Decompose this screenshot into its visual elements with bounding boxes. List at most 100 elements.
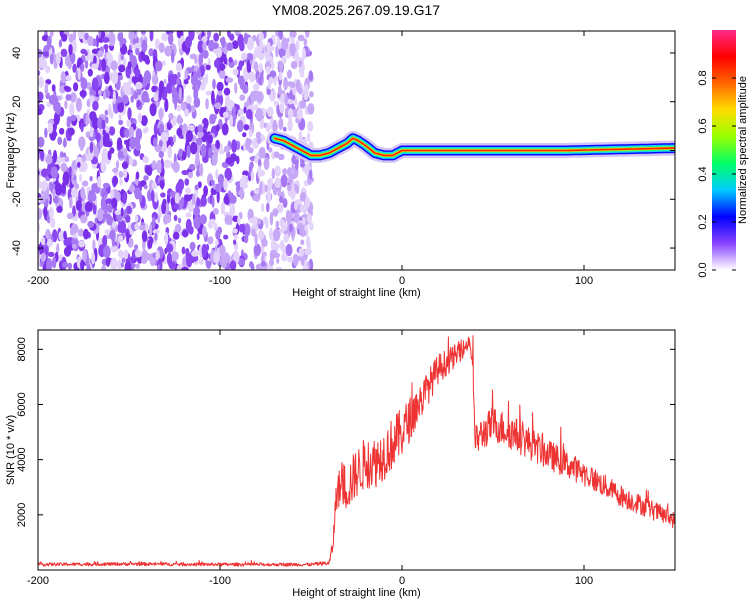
noise-cell xyxy=(278,61,284,73)
noise-cell xyxy=(89,127,94,138)
noise-cell xyxy=(171,162,176,169)
noise-cell xyxy=(128,31,135,41)
noise-cell xyxy=(80,186,86,199)
noise-cell xyxy=(161,60,166,66)
noise-cell xyxy=(141,39,148,53)
noise-cell xyxy=(139,225,146,231)
noise-cell xyxy=(124,260,132,270)
noise-cell xyxy=(171,251,179,261)
noise-cell xyxy=(229,33,235,41)
noise-cell xyxy=(199,83,206,91)
noise-cell xyxy=(231,40,239,50)
noise-cell xyxy=(158,139,163,148)
noise-cell xyxy=(207,31,212,39)
noise-cell xyxy=(147,239,153,249)
noise-cell xyxy=(251,228,256,237)
x-tick-label: 100 xyxy=(575,275,593,287)
noise-cell xyxy=(56,205,63,213)
noise-cell xyxy=(175,62,182,72)
noise-cell xyxy=(167,144,172,159)
noise-cell xyxy=(245,137,251,151)
noise-cell xyxy=(154,38,160,50)
noise-cell xyxy=(64,156,70,163)
noise-cell xyxy=(130,95,134,103)
noise-cell xyxy=(119,177,123,186)
noise-cell xyxy=(105,198,113,205)
noise-cell xyxy=(71,40,77,54)
noise-cell xyxy=(119,220,127,234)
noise-cell xyxy=(302,263,309,270)
noise-cell xyxy=(180,196,184,208)
noise-cell xyxy=(185,130,193,143)
noise-cell xyxy=(211,179,215,186)
noise-cell xyxy=(278,71,283,81)
noise-cell xyxy=(273,151,280,158)
noise-cell xyxy=(265,55,273,62)
noise-cell xyxy=(276,203,284,214)
noise-cell xyxy=(140,31,146,35)
y-tick-label: -20 xyxy=(11,191,23,207)
noise-cell xyxy=(198,258,204,265)
noise-cell xyxy=(182,229,189,238)
noise-cell xyxy=(45,155,53,165)
x-tick-label: -200 xyxy=(27,275,49,287)
noise-cell xyxy=(68,196,73,209)
noise-cell xyxy=(158,150,164,159)
noise-cell xyxy=(135,128,143,141)
noise-cell xyxy=(189,241,196,251)
noise-cell xyxy=(51,95,58,106)
noise-cell xyxy=(308,70,314,81)
noise-cell xyxy=(49,182,53,192)
noise-cell xyxy=(291,31,297,38)
noise-cell xyxy=(91,63,99,70)
noise-cell xyxy=(209,114,217,120)
noise-cell xyxy=(54,182,63,196)
noise-cell xyxy=(177,178,185,191)
noise-cell xyxy=(118,64,126,73)
noise-cell xyxy=(100,159,106,173)
noise-cell xyxy=(71,168,75,179)
noise-cell xyxy=(213,222,218,232)
noise-cell xyxy=(50,166,58,179)
noise-cell xyxy=(236,120,244,133)
noise-cell xyxy=(215,183,221,193)
noise-cell xyxy=(124,128,130,138)
noise-cell xyxy=(219,63,226,71)
noise-cell xyxy=(202,49,209,59)
noise-cell xyxy=(268,147,273,153)
noise-cell xyxy=(103,44,109,50)
noise-cell xyxy=(200,196,207,207)
noise-cell xyxy=(174,192,180,205)
noise-cell xyxy=(118,235,123,243)
noise-cell xyxy=(242,170,249,177)
noise-cell xyxy=(234,31,240,35)
noise-cell xyxy=(62,171,70,186)
noise-cell xyxy=(66,116,72,125)
noise-cell xyxy=(101,264,106,270)
noise-cell xyxy=(258,169,266,177)
noise-cell xyxy=(174,223,182,233)
noise-cell xyxy=(114,209,121,216)
noise-cell xyxy=(283,233,290,243)
x-tick-label: 0 xyxy=(399,275,405,287)
noise-cell xyxy=(238,60,243,71)
noise-cell xyxy=(289,42,297,57)
noise-cell xyxy=(152,74,159,85)
noise-cell xyxy=(158,42,165,53)
noise-cell xyxy=(262,108,266,115)
noise-cell xyxy=(291,154,296,165)
noise-cell xyxy=(86,263,91,270)
noise-cell xyxy=(38,190,39,193)
noise-cell xyxy=(164,98,169,113)
noise-cell xyxy=(79,90,87,98)
noise-cell xyxy=(178,87,182,101)
noise-cell xyxy=(298,247,305,257)
noise-cell xyxy=(252,52,257,60)
noise-cell xyxy=(142,155,149,163)
noise-cell xyxy=(144,126,149,133)
noise-cell xyxy=(131,76,136,83)
noise-cell xyxy=(60,162,68,172)
noise-cell xyxy=(134,187,142,200)
noise-cell xyxy=(176,114,182,125)
noise-cell xyxy=(196,232,200,241)
